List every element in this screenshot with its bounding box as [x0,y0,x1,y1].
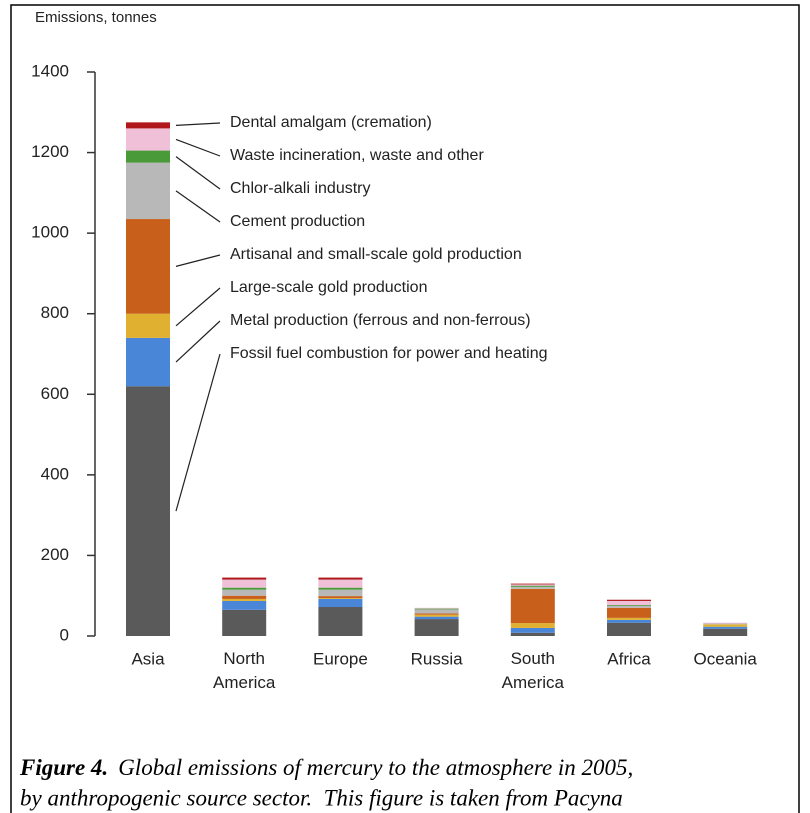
y-tick-label: 200 [41,545,69,564]
bar-segment [126,122,170,129]
bar-segment [222,595,267,599]
bar-segment [222,577,267,580]
x-tick-label: South America [502,649,565,692]
bar-segment [607,607,651,618]
bar-segment [222,587,267,590]
y-tick-label: 1000 [31,223,69,242]
bar-segment [222,598,267,601]
bar-segment [126,219,170,314]
caption-line: Figure 4. Global emissions of mercury to … [19,755,633,780]
bar-segment [510,585,555,587]
leader-line [175,156,221,190]
bar-segment [222,609,267,636]
bar-segment [414,619,459,636]
bar-segment [126,313,170,338]
bar-segment [318,589,363,597]
bar-segment [510,632,555,636]
bar-segment [222,579,267,588]
bar-segment [607,604,651,606]
bar-segment [222,600,267,610]
y-tick-label: 0 [60,625,69,644]
legend-label: Waste incineration, waste and other [230,147,484,164]
bar-segment [318,606,363,636]
bar-segment [318,598,363,607]
bar-segment [318,596,363,599]
bar-segment [703,628,748,636]
x-tick-label: Europe [313,649,368,668]
leader-line [175,287,221,327]
bar-segment [414,613,459,615]
bar-segment [126,337,170,387]
leader-line [175,353,221,512]
caption-text: by anthropogenic source sector. This fig… [20,785,623,810]
bar-segment [222,589,267,596]
bar-segment [126,162,170,220]
bar-segment [126,386,170,636]
legend-label: Metal production (ferrous and non-ferrou… [230,312,531,329]
bar-segment [318,598,363,599]
y-tick-label: 600 [41,384,69,403]
caption-label: Figure 4. [19,755,108,780]
bar-segment [703,626,748,629]
bar-segment [510,583,555,585]
bar-segment [607,622,651,636]
leader-line [175,122,221,126]
bar-segment [703,622,748,624]
bar-segment [126,128,170,151]
bar-segment [607,599,651,601]
bar-segment [414,609,459,614]
bar-segment [510,588,555,624]
x-tick-label: Africa [607,649,651,668]
bar-segment [607,619,651,623]
bar-segment [607,617,651,620]
legend-label: Dental amalgam (cremation) [230,114,432,131]
y-tick-label: 1400 [31,61,69,80]
bar-segment [607,600,651,605]
bar-segment [126,150,170,163]
bar-segment [414,608,459,610]
caption-text: Global emissions of mercury to the atmos… [118,755,633,780]
leader-line [175,138,221,157]
legend-label: Chlor-alkali industry [230,180,371,197]
bar-segment [510,623,555,628]
bar-segment [510,586,555,589]
bar-segment [703,624,748,627]
leader-line [175,254,221,267]
bar-segment [318,577,363,580]
legend-label: Cement production [230,213,365,230]
legend-label: Fossil fuel combustion for power and hea… [230,345,548,362]
y-tick-label: 1200 [31,142,69,161]
bar-segment [510,584,555,586]
legend-label: Large-scale gold production [230,279,427,296]
frame [10,4,800,813]
bar-segment [414,616,459,620]
leader-line [175,320,221,363]
bar-segment [414,607,459,609]
bar-segment [318,579,363,588]
leader-line [175,190,221,223]
y-axis-label: Emissions, tonnes [35,9,157,26]
x-tick-label: Russia [411,649,464,668]
x-tick-label: Oceania [694,649,758,668]
bar-segment [318,587,363,590]
bar-segment [607,605,651,608]
bar-segment [703,623,748,625]
y-tick-label: 800 [41,303,69,322]
bar-segment [510,627,555,633]
legend-label: Artisanal and small-scale gold productio… [230,246,522,263]
x-tick-label: Asia [131,649,165,668]
x-tick-label: North America [213,649,276,692]
y-tick-label: 400 [41,464,69,483]
bar-segment [414,614,459,617]
